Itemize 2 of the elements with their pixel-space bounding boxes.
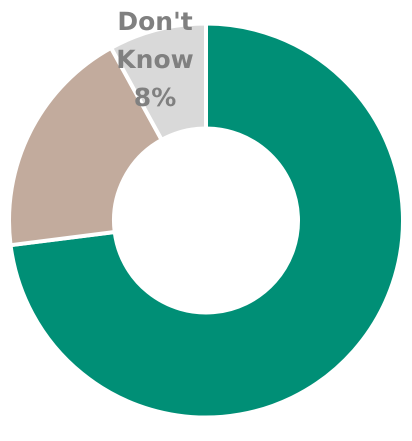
slice-label: Don't Know xyxy=(116,6,194,74)
data-label: 8% xyxy=(134,82,176,112)
